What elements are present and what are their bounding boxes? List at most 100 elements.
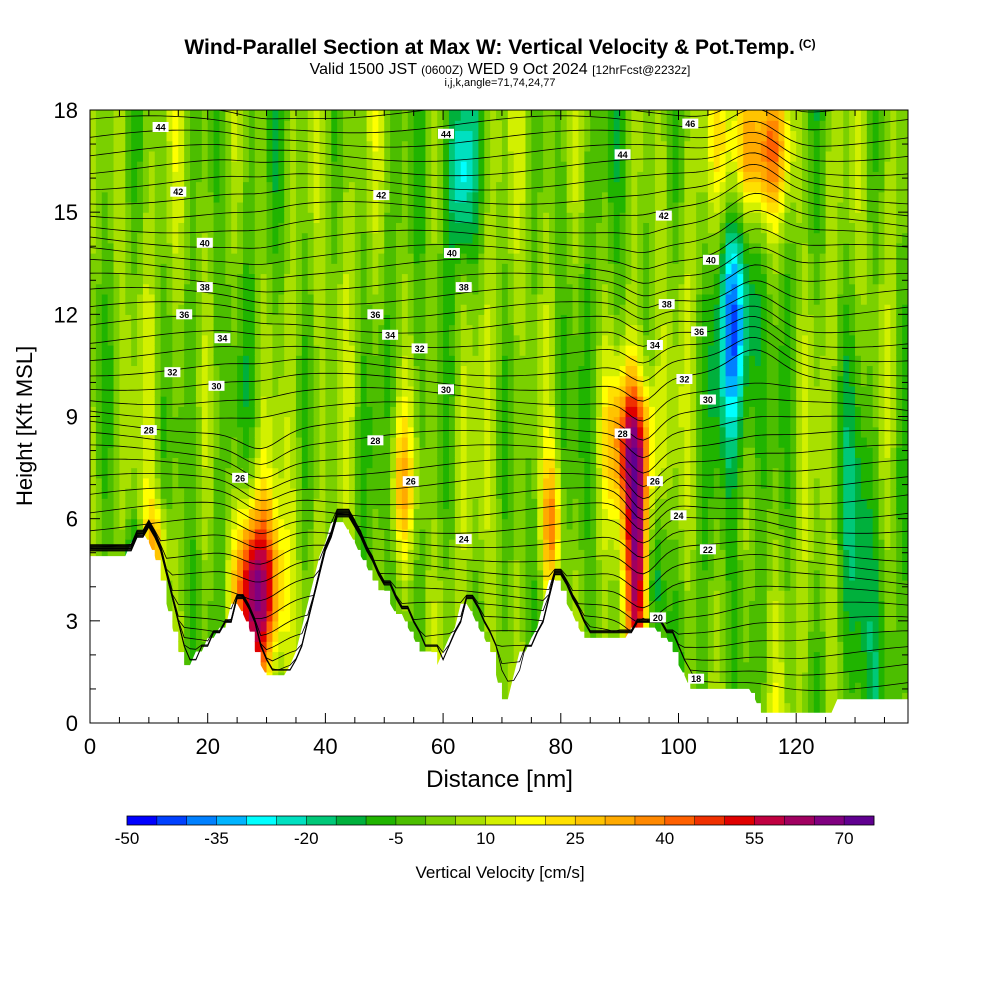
velocity-cell <box>531 488 538 499</box>
velocity-cell <box>260 375 268 387</box>
velocity-cell <box>554 201 562 213</box>
velocity-cell <box>142 324 150 336</box>
velocity-cell <box>443 631 450 642</box>
velocity-cell <box>601 396 609 407</box>
velocity-cell <box>148 181 156 193</box>
velocity-cell <box>519 375 527 387</box>
velocity-cell <box>637 314 644 326</box>
velocity-cell <box>496 590 503 601</box>
velocity-cell <box>666 181 674 193</box>
velocity-cell <box>554 334 562 346</box>
velocity-cell <box>396 539 403 550</box>
velocity-cell <box>596 385 603 397</box>
velocity-cell <box>478 324 485 336</box>
velocity-cell <box>501 191 509 203</box>
velocity-cell <box>613 120 621 132</box>
velocity-cell <box>248 569 256 581</box>
velocity-cell <box>160 344 168 356</box>
velocity-cell <box>272 283 279 295</box>
velocity-cell <box>613 212 621 223</box>
velocity-cell <box>666 508 674 520</box>
velocity-cell <box>578 263 585 275</box>
velocity-cell <box>237 130 244 142</box>
velocity-cell <box>190 488 197 499</box>
velocity-cell <box>213 191 221 203</box>
velocity-cell <box>396 263 403 275</box>
velocity-cell <box>537 263 544 275</box>
velocity-cell <box>654 569 662 581</box>
velocity-cell <box>243 212 250 223</box>
velocity-cell <box>325 488 332 499</box>
velocity-cell <box>331 120 338 132</box>
velocity-cell <box>313 150 321 162</box>
velocity-cell <box>419 181 427 193</box>
velocity-cell <box>278 293 285 305</box>
velocity-cell <box>525 498 532 510</box>
velocity-cell <box>225 283 232 295</box>
velocity-cell <box>490 396 497 407</box>
velocity-cell <box>313 396 321 407</box>
velocity-cell <box>154 406 162 418</box>
velocity-cell <box>225 539 232 550</box>
velocity-cell <box>237 488 244 499</box>
velocity-cell <box>419 620 427 632</box>
velocity-cell <box>601 518 609 530</box>
velocity-cell <box>348 447 356 458</box>
velocity-cell <box>649 161 656 172</box>
velocity-cell <box>496 304 503 315</box>
velocity-cell <box>560 498 568 510</box>
velocity-cell <box>596 283 603 295</box>
velocity-cell <box>307 375 315 387</box>
velocity-cell <box>260 140 268 152</box>
velocity-cell <box>195 365 203 377</box>
velocity-cell <box>460 344 468 356</box>
velocity-cell <box>672 161 680 172</box>
velocity-cell <box>472 181 479 193</box>
velocity-cell <box>490 120 497 132</box>
velocity-cell <box>596 324 603 336</box>
velocity-cell <box>496 344 503 356</box>
velocity-cell <box>307 436 315 448</box>
velocity-cell <box>654 528 662 540</box>
velocity-cell <box>301 334 309 346</box>
velocity-cell <box>354 365 362 377</box>
velocity-cell <box>460 150 468 162</box>
velocity-cell <box>219 324 226 336</box>
velocity-cell <box>560 528 568 540</box>
velocity-cell <box>619 130 627 142</box>
velocity-cell <box>537 528 544 540</box>
velocity-cell <box>307 314 315 326</box>
velocity-cell <box>131 191 138 203</box>
velocity-cell <box>201 488 209 499</box>
velocity-cell <box>237 539 244 550</box>
velocity-cell <box>649 365 656 377</box>
velocity-cell <box>390 191 397 203</box>
velocity-cell <box>672 355 680 367</box>
velocity-cell <box>272 539 279 550</box>
velocity-cell <box>666 355 674 367</box>
velocity-cell <box>507 477 515 489</box>
velocity-cell <box>584 488 591 499</box>
velocity-cell <box>578 406 585 418</box>
velocity-cell <box>301 385 309 397</box>
velocity-cell <box>472 344 479 356</box>
velocity-cell <box>213 314 221 326</box>
velocity-cell <box>160 539 168 550</box>
velocity-cell <box>472 293 479 305</box>
velocity-cell <box>331 334 338 346</box>
velocity-cell <box>154 161 162 172</box>
velocity-cell <box>313 508 321 520</box>
velocity-cell <box>107 191 115 203</box>
velocity-cell <box>431 600 438 612</box>
velocity-cell <box>184 396 191 407</box>
velocity-cell <box>260 283 268 295</box>
velocity-cell <box>560 150 568 162</box>
velocity-cell <box>172 569 179 581</box>
velocity-cell <box>454 416 462 428</box>
velocity-cell <box>295 631 303 642</box>
velocity-cell <box>401 130 409 142</box>
velocity-cell <box>613 559 621 571</box>
velocity-cell <box>125 457 132 469</box>
velocity-cell <box>601 365 609 377</box>
velocity-cell <box>507 140 515 152</box>
